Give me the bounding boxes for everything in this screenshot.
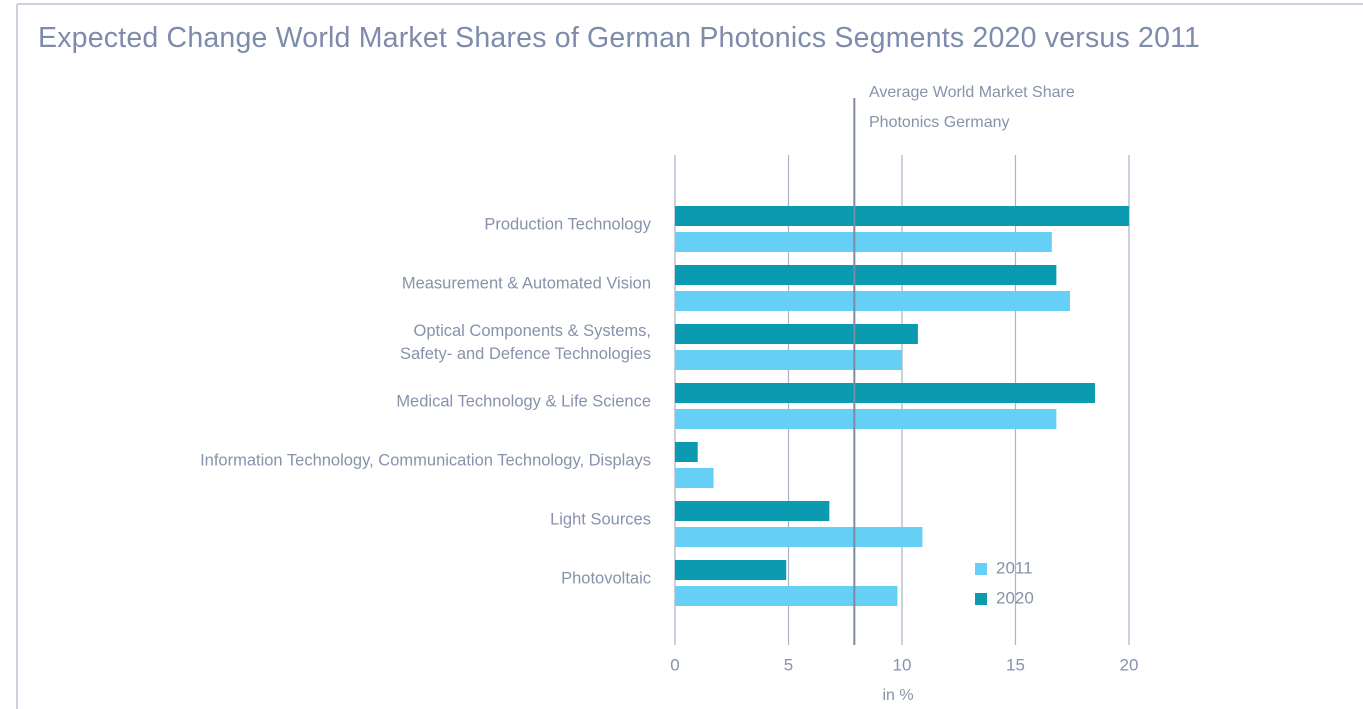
bar bbox=[675, 501, 830, 521]
x-tick-label: 20 bbox=[1120, 655, 1139, 674]
x-tick-label: 5 bbox=[784, 655, 793, 674]
category-label: Production Technology bbox=[484, 215, 651, 234]
category-label: Measurement & Automated Vision bbox=[401, 274, 651, 293]
category-label: Medical Technology & Life Science bbox=[396, 392, 651, 411]
category-label: Photovoltaic bbox=[561, 569, 651, 588]
legend-swatch bbox=[975, 593, 987, 605]
bar bbox=[675, 560, 787, 580]
legend-label: 2020 bbox=[996, 588, 1034, 607]
bar bbox=[675, 527, 923, 547]
bar bbox=[675, 350, 902, 370]
bar bbox=[675, 409, 1057, 429]
bar bbox=[675, 442, 698, 462]
x-axis-label: in % bbox=[882, 687, 913, 704]
legend-swatch bbox=[975, 563, 987, 575]
reference-label: Average World Market Share Photonics Ger… bbox=[869, 84, 1075, 131]
chart-title: Expected Change World Market Shares of G… bbox=[38, 22, 1201, 54]
bar bbox=[675, 291, 1070, 311]
bar bbox=[675, 265, 1057, 285]
bar bbox=[675, 586, 898, 606]
category-label: Optical Components & Systems, Safety- an… bbox=[399, 322, 651, 363]
bar bbox=[675, 468, 714, 488]
x-tick-label: 0 bbox=[670, 655, 679, 674]
legend-label: 2011 bbox=[996, 558, 1033, 577]
bar bbox=[675, 232, 1052, 252]
bar bbox=[675, 324, 918, 344]
category-label: Light Sources bbox=[550, 510, 651, 529]
bar bbox=[675, 383, 1095, 403]
category-label: Information Technology, Communication Te… bbox=[200, 451, 651, 470]
bar bbox=[675, 206, 1129, 226]
x-tick-label: 15 bbox=[1006, 655, 1025, 674]
x-tick-label: 10 bbox=[893, 655, 912, 674]
